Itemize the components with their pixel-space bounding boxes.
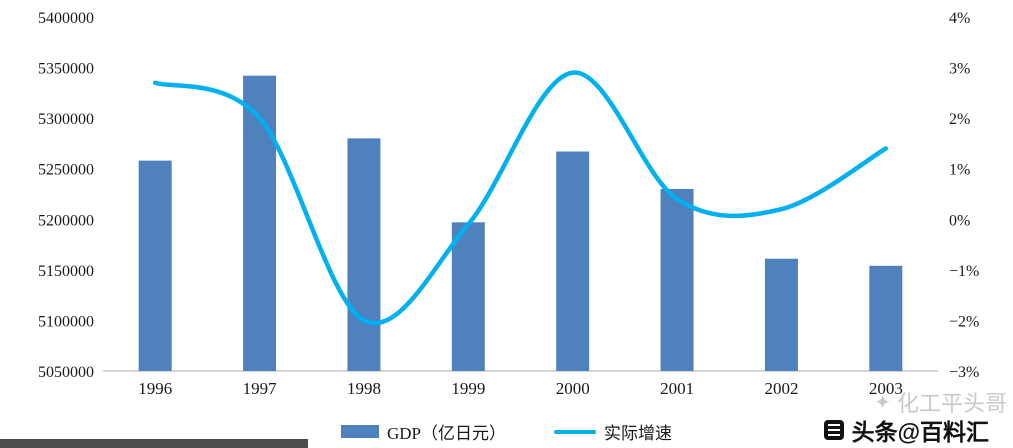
x-axis-label-1999: 1999 <box>451 379 485 398</box>
gdp-bar-2001 <box>660 188 694 371</box>
gdp-bar-1998 <box>347 138 381 371</box>
legend-item-gdp: GDP（亿日元） <box>340 419 506 444</box>
left-axis-tick-label: 5150000 <box>38 263 94 280</box>
left-axis-tick-label: 5300000 <box>38 111 94 128</box>
gdp-bar-1999 <box>451 222 485 371</box>
x-axis-label-1998: 1998 <box>347 379 381 398</box>
left-axis-tick-label: 5050000 <box>38 364 94 381</box>
growth-legend-swatch-icon <box>554 429 596 434</box>
x-axis-label-2000: 2000 <box>556 379 590 398</box>
left-axis-tick-label: 5200000 <box>38 212 94 229</box>
left-axis-tick-label: 5100000 <box>38 313 94 330</box>
right-axis-tick-label: 4% <box>949 10 970 27</box>
watermark-gray: ✦ 化工平头哥 <box>874 386 1007 418</box>
right-axis-tick-label: 0% <box>949 212 970 229</box>
gdp-bar-2002 <box>764 258 798 371</box>
left-axis-tick-label: 5400000 <box>38 10 94 27</box>
right-axis-tick-label: −1% <box>949 263 979 280</box>
watermark-gray-logo-icon: ✦ <box>874 391 891 414</box>
gdp-bar-1997 <box>243 75 277 372</box>
legend-item-growth: 实际增速 <box>554 419 672 444</box>
left-axis-tick-label: 5250000 <box>38 162 94 179</box>
gdp-legend-swatch-icon <box>340 425 379 438</box>
watermark-gray-text: 化工平头哥 <box>896 391 1007 416</box>
x-axis-label-2003: 2003 <box>869 379 903 398</box>
toutiao-logo-icon <box>823 420 844 440</box>
x-axis-label-1996: 1996 <box>138 379 172 398</box>
gdp-bar-1996 <box>138 160 172 371</box>
right-axis-tick-label: 2% <box>949 111 970 128</box>
gdp-bar-2003 <box>869 265 903 371</box>
right-axis-tick-label: −2% <box>949 313 979 330</box>
right-axis-tick-label: 3% <box>949 61 970 78</box>
chart-legend: GDP（亿日元） 实际增速 <box>0 419 1013 444</box>
growth-rate-line <box>152 70 889 326</box>
right-axis-tick-label: 1% <box>949 162 970 179</box>
gdp-bar-2000 <box>556 151 590 371</box>
watermark-black-text: 头条@百料汇 <box>851 419 989 445</box>
x-axis-label-1997: 1997 <box>243 379 278 398</box>
x-axis-label-2001: 2001 <box>660 379 694 398</box>
bottom-gray-strip <box>0 439 308 448</box>
x-axis-label-2002: 2002 <box>764 379 798 398</box>
left-axis-tick-label: 5350000 <box>38 61 94 78</box>
growth-legend-label: 实际增速 <box>604 424 672 443</box>
gdp-legend-label: GDP（亿日元） <box>386 424 506 443</box>
watermark-black: 头条@百料汇 <box>823 413 989 447</box>
right-axis-tick-label: −3% <box>949 364 979 381</box>
